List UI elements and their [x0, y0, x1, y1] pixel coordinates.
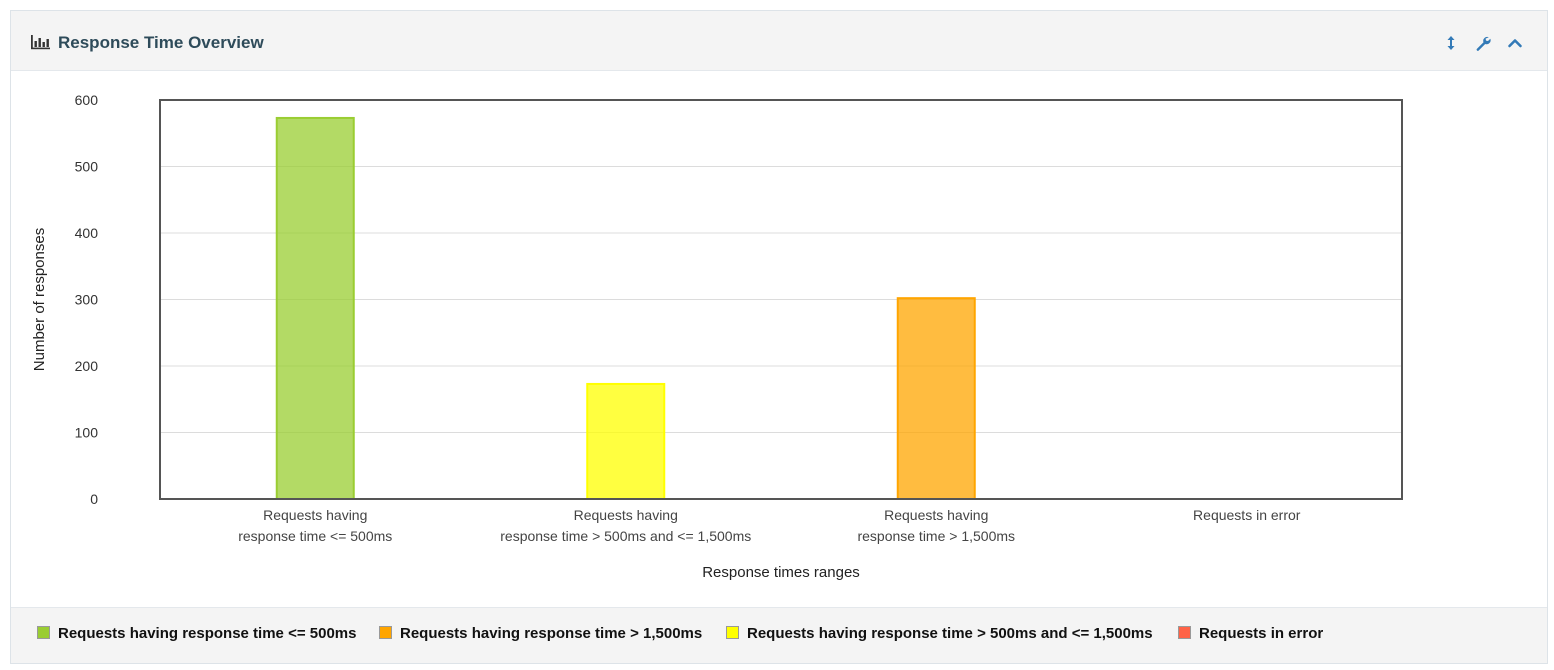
chevron-up-icon[interactable]	[1507, 35, 1523, 51]
resize-icon[interactable]	[1443, 35, 1459, 51]
x-tick-label: response time <= 500ms	[238, 528, 392, 544]
x-tick-label: Requests having	[263, 507, 367, 523]
x-tick-label: Requests having	[574, 507, 678, 523]
legend-label: Requests having response time <= 500ms	[58, 625, 357, 642]
y-tick-label: 0	[90, 491, 98, 507]
y-tick-label: 400	[75, 225, 99, 241]
x-tick-label: response time > 500ms and <= 1,500ms	[500, 528, 751, 544]
legend: Requests having response time <= 500ms R…	[11, 607, 1547, 663]
legend-label: Requests having response time > 1,500ms	[400, 625, 703, 642]
response-time-panel: Response Time Overview 0 100 200 300 400 500 6…	[10, 10, 1548, 664]
bar-chart: 0 100 200 300 400 500 600 Requests having respon…	[31, 92, 1403, 581]
legend-label: Requests in error	[1199, 625, 1324, 642]
x-axis-title: Response times ranges	[702, 564, 860, 581]
x-tick-label: Requests having	[884, 507, 988, 523]
plot-frame	[159, 99, 1403, 500]
bar-chart-icon	[31, 35, 51, 55]
y-tick-label: 500	[75, 159, 99, 175]
y-tick-label: 600	[75, 92, 99, 108]
bar	[896, 297, 976, 500]
y-tick-label: 100	[75, 425, 99, 441]
bar	[275, 116, 355, 501]
legend-swatch	[37, 626, 50, 639]
wrench-icon[interactable]	[1475, 35, 1491, 51]
y-axis-title: Number of responses	[31, 228, 48, 371]
panel-header: Response Time Overview	[11, 11, 1547, 71]
legend-label: Requests having response time > 500ms an…	[747, 625, 1153, 642]
legend-swatch	[379, 626, 392, 639]
y-tick-label: 300	[75, 292, 99, 308]
bar	[586, 382, 666, 500]
x-tick-label: response time > 1,500ms	[857, 528, 1015, 544]
chart-area: 0 100 200 300 400 500 600 Requests having respon…	[11, 71, 1547, 606]
legend-swatch	[1178, 626, 1191, 639]
y-tick-label: 200	[75, 358, 99, 374]
x-tick-label: Requests in error	[1193, 507, 1301, 523]
panel-title: Response Time Overview	[58, 33, 264, 52]
legend-swatch	[726, 626, 739, 639]
